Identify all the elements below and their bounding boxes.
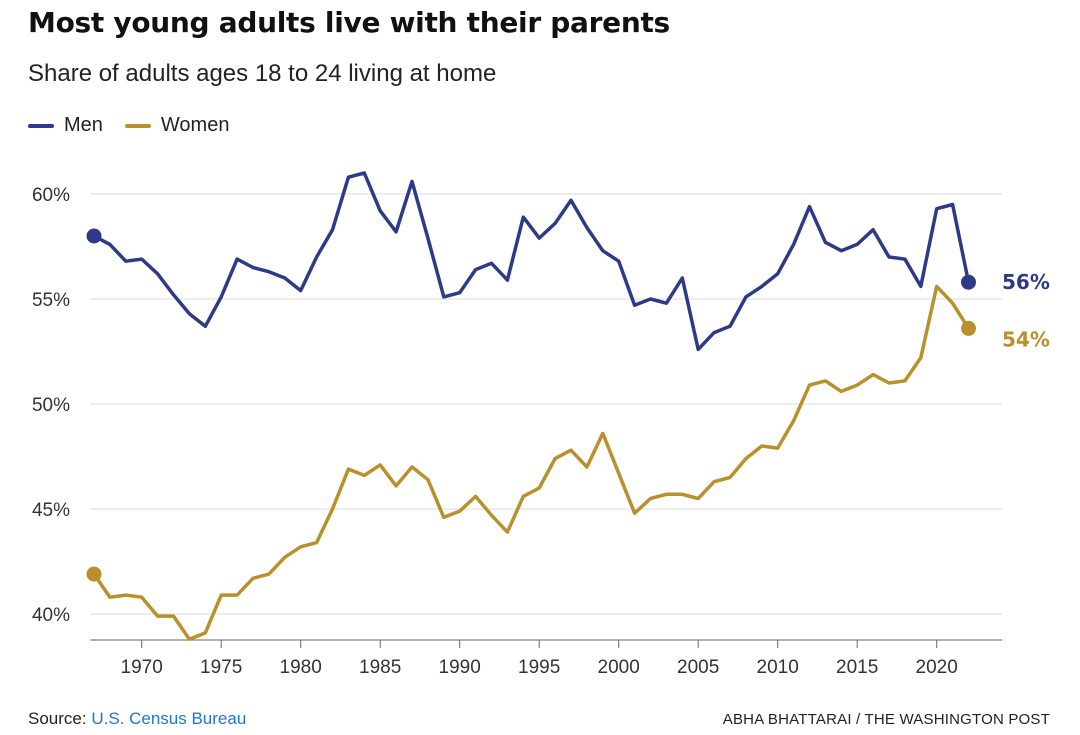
legend-label-men: Men — [64, 114, 103, 136]
source-label: Source: — [28, 709, 92, 728]
y-tick-label-60: 60% — [32, 185, 70, 206]
x-tick-label-2020: 2020 — [916, 657, 958, 678]
x-tick-label-1970: 1970 — [121, 657, 163, 678]
x-tick-label-1980: 1980 — [280, 657, 322, 678]
x-tick-label-2010: 2010 — [757, 657, 799, 678]
y-tick-label-45: 45% — [32, 500, 70, 521]
legend-swatch-men — [28, 123, 54, 128]
end-label-men: 56% — [1002, 270, 1050, 294]
y-tick-label-40: 40% — [32, 605, 70, 626]
start-point-men — [86, 228, 102, 244]
chart-title: Most young adults live with their parent… — [28, 6, 670, 39]
source-note: Source: U.S. Census Bureau — [28, 709, 246, 729]
end-point-men — [961, 274, 976, 290]
source-link[interactable]: U.S. Census Bureau — [91, 709, 247, 728]
legend-label-women: Women — [160, 114, 230, 136]
x-tick-label-1975: 1975 — [200, 657, 242, 678]
x-tick-label-1995: 1995 — [518, 657, 560, 678]
start-point-women — [86, 566, 102, 582]
legend: Men Women — [28, 114, 251, 137]
end-label-women: 54% — [1002, 327, 1050, 351]
x-tick-label-2005: 2005 — [677, 657, 719, 678]
end-point-women — [961, 320, 976, 336]
series-line-women — [92, 284, 971, 641]
x-tick-label-2015: 2015 — [836, 657, 878, 678]
y-tick-label-50: 50% — [32, 395, 70, 416]
series-line-men — [92, 171, 971, 352]
x-tick-label-1985: 1985 — [359, 657, 401, 678]
legend-swatch-women — [124, 123, 151, 128]
x-tick-label-1990: 1990 — [439, 657, 481, 678]
y-tick-label-55: 55% — [32, 290, 70, 311]
x-tick-label-2000: 2000 — [598, 657, 640, 678]
credit-line: ABHA BHATTARAI / THE WASHINGTON POST — [722, 711, 1050, 728]
chart-subtitle: Share of adults ages 18 to 24 living at … — [28, 60, 497, 87]
